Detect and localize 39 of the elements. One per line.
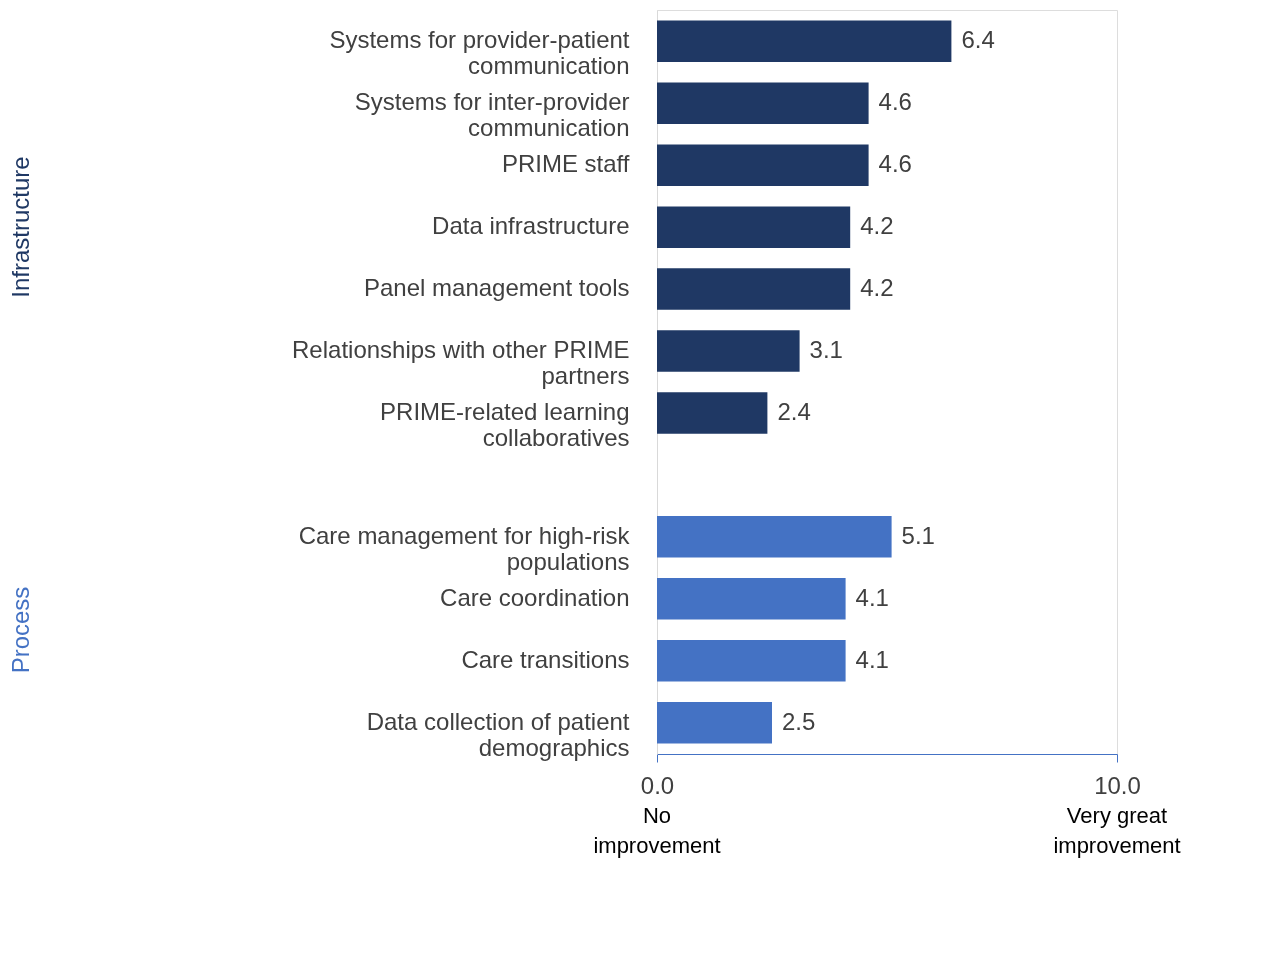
y-tick-label: Relationships with other PRIME partners [292,336,630,390]
y-tick-label: Systems for provider-patient communication [329,26,630,80]
bar [657,516,892,558]
bar [657,82,869,124]
y-tick-label: PRIME staff [501,150,630,178]
y-tick-label: Care coordination [440,583,630,611]
y-tick-label: Data infrastructure [432,212,630,240]
data-label: 2.4 [777,397,811,425]
data-label: 4.2 [860,212,894,240]
bar [657,578,846,620]
x-tick-label: 10.0 [1094,771,1141,799]
bar [657,701,772,744]
y-tick-label: Care transitions [461,645,630,673]
y-tick-label: Data collection of patient demographics [366,707,630,761]
text: Infrastructure [7,156,34,298]
bar [657,268,851,310]
bar [657,640,846,682]
data-label: 4.1 [855,645,889,673]
x-tick-label: 0.0 [640,771,675,799]
text: No improvement [593,803,721,858]
data-label: 3.1 [809,336,843,364]
bar [657,330,800,372]
bar [657,20,952,63]
data-label: 2.5 [782,707,816,735]
data-label: 6.4 [961,26,995,54]
y-tick-label: Systems for inter-provider communication [354,88,630,142]
data-label: 4.1 [855,583,889,611]
text: Very great improvement [1053,803,1181,858]
y-tick-label: Care management for high-risk populations [298,521,631,575]
bar [657,206,851,248]
data-label: 4.6 [878,88,912,116]
bar [657,392,768,434]
y-tick-label: Panel management tools [364,274,630,302]
bar [657,144,869,186]
data-label: 4.2 [860,274,894,302]
y-tick-label: PRIME-related learning collaboratives [380,397,630,451]
data-label: 4.6 [878,150,912,178]
text: Process [7,586,34,674]
data-label: 5.1 [901,521,935,549]
